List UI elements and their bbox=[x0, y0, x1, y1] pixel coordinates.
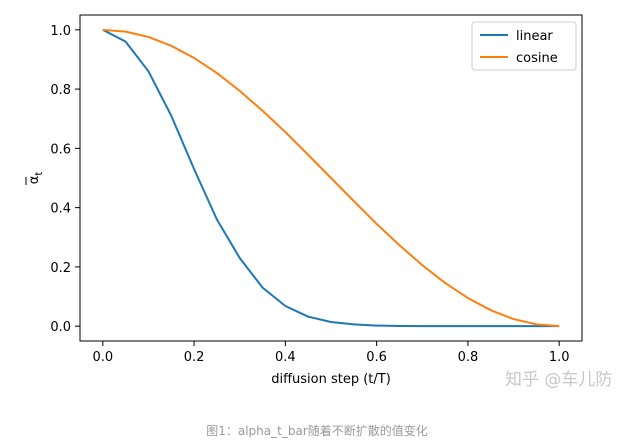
legend-label-linear: linear bbox=[516, 29, 553, 44]
figure-caption: 图1：alpha_t_bar随着不断扩散的值变化 bbox=[206, 424, 428, 438]
y-axis-label: αt bbox=[25, 172, 45, 185]
y-tick-label: 0.8 bbox=[50, 83, 71, 98]
axes-frame bbox=[79, 14, 583, 342]
x-tick-label: 1.0 bbox=[549, 350, 570, 365]
y-axis-label-sub: t bbox=[34, 172, 45, 176]
x-tick-label: 0.8 bbox=[458, 350, 479, 365]
legend-label-cosine: cosine bbox=[516, 51, 558, 66]
y-tick-label: 0.2 bbox=[50, 261, 71, 276]
x-tick-label: 0.4 bbox=[275, 350, 296, 365]
y-tick-label: 0.6 bbox=[50, 142, 71, 157]
y-tick-label: 1.0 bbox=[50, 24, 71, 39]
x-axis-label: diffusion step (t/T) bbox=[271, 372, 391, 387]
axis-ticks: 0.0 0.2 0.4 0.6 0.8 1.0 0.0 0.2 0.4 0.6 0.8 1.0 bbox=[50, 24, 569, 365]
legend: linear cosine bbox=[471, 21, 577, 71]
x-tick-label: 0.6 bbox=[366, 350, 387, 365]
svg-text:αt: αt bbox=[27, 172, 45, 185]
y-tick-label: 0.0 bbox=[50, 320, 71, 335]
x-tick-label: 0.0 bbox=[92, 350, 113, 365]
y-tick-label: 0.4 bbox=[50, 202, 71, 217]
series-line-linear bbox=[102, 28, 560, 328]
series-line-cosine bbox=[102, 28, 560, 328]
chart-figure: 0.0 0.2 0.4 0.6 0.8 1.0 0.0 0.2 0.4 0.6 0.8 1.0 dif… bbox=[25, 14, 612, 390]
y-axis-label-base: α bbox=[27, 176, 42, 185]
x-tick-label: 0.2 bbox=[184, 350, 205, 365]
series-lines bbox=[102, 28, 560, 328]
watermark: 知乎 @车儿防 bbox=[505, 370, 612, 390]
